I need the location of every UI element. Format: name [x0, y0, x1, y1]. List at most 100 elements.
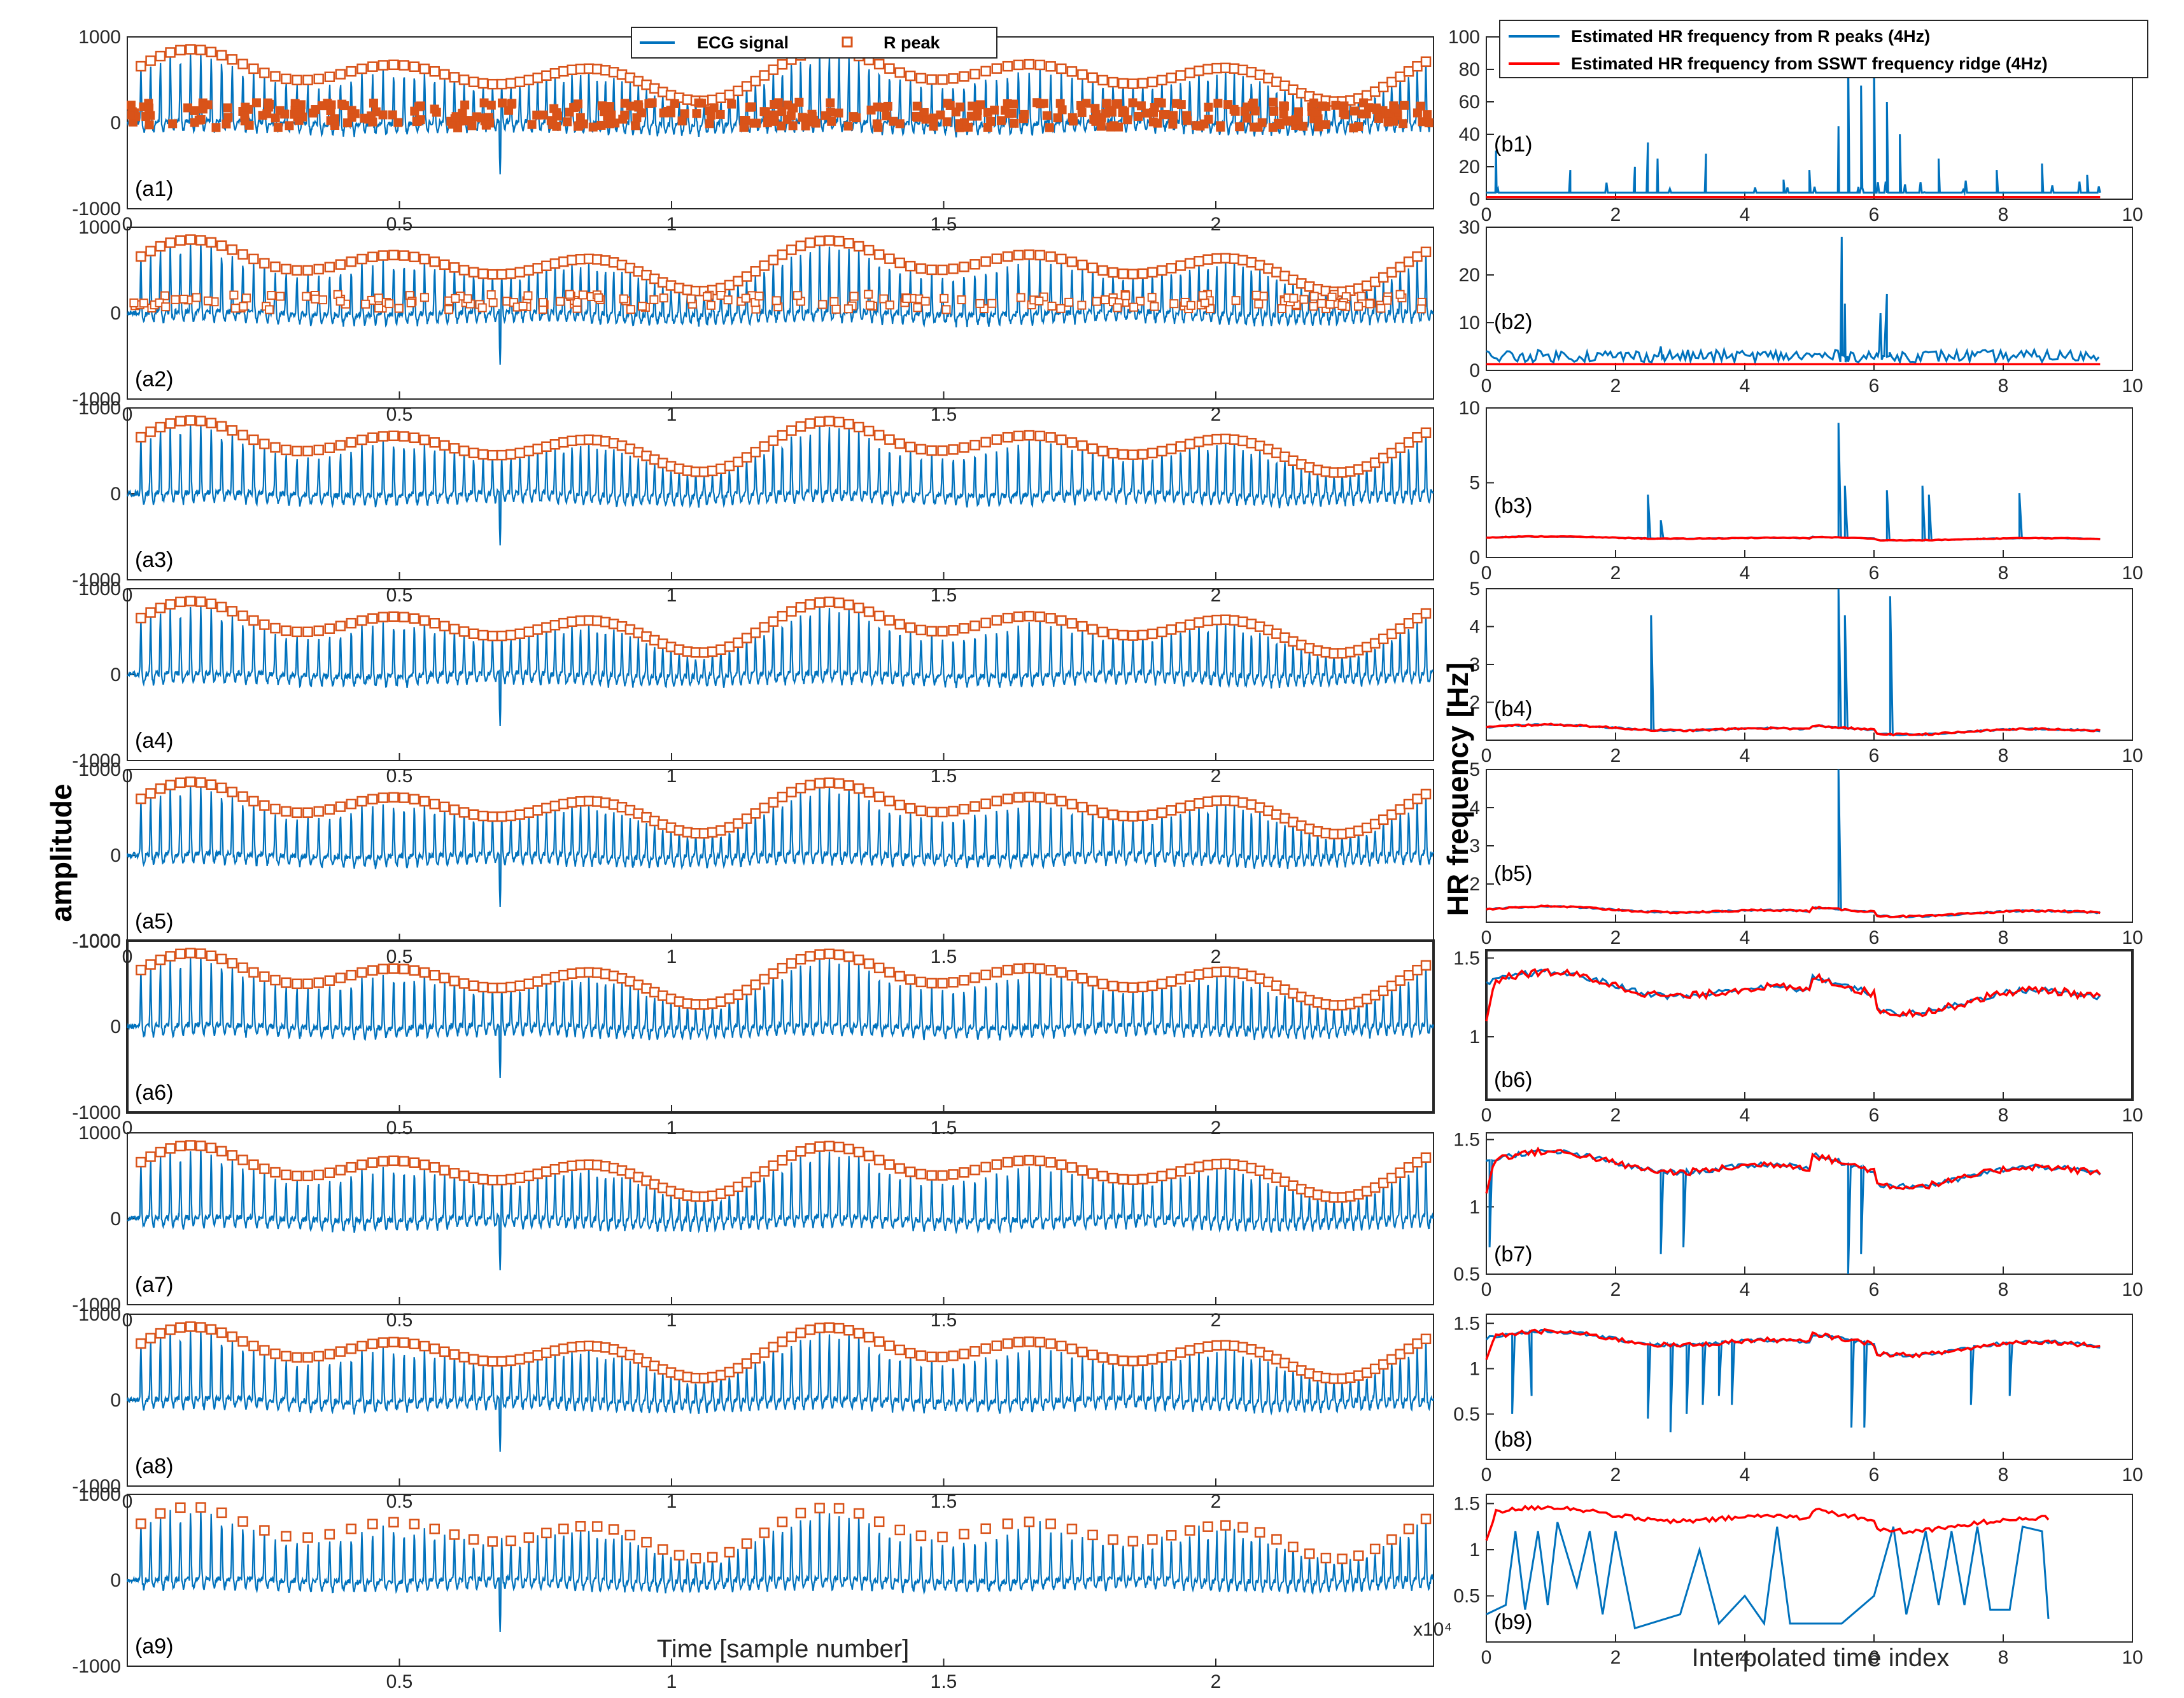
- r-peak-marker: [324, 262, 335, 272]
- r-peak-marker: [1108, 1354, 1118, 1365]
- r-peak-marker: [496, 78, 507, 90]
- r-peak-marker: [759, 622, 770, 633]
- r-peak-marker: [175, 1140, 186, 1152]
- r-peak-marker: [356, 967, 367, 978]
- spurious-peak-marker: [369, 98, 378, 108]
- r-peak-marker: [549, 258, 561, 269]
- r-peak-marker: [814, 597, 825, 608]
- r-peak-marker: [398, 964, 410, 974]
- y-tick-label: 0.5: [1453, 1586, 1480, 1607]
- spurious-peak-marker: [1129, 302, 1139, 312]
- x-tick-label: 1: [666, 1671, 677, 1692]
- r-peak-marker: [1118, 810, 1129, 822]
- r-peak-marker: [698, 1191, 710, 1202]
- spurious-peak-marker: [160, 291, 170, 300]
- x-tick-label: 6: [1869, 1647, 1880, 1668]
- r-peak-marker: [1024, 1336, 1035, 1347]
- r-peak-marker: [136, 1518, 146, 1529]
- x-tick-label: 2: [1211, 766, 1222, 787]
- spurious-peak-marker: [267, 291, 276, 300]
- r-peak-marker: [175, 45, 186, 56]
- y-tick-label: 10: [1459, 312, 1480, 333]
- r-peak-marker: [449, 624, 460, 635]
- r-peak-marker: [281, 1531, 292, 1542]
- r-peak-marker: [419, 615, 430, 626]
- r-peak-marker: [541, 260, 552, 271]
- r-peak-marker: [1420, 608, 1432, 619]
- spurious-peak-marker: [1104, 106, 1114, 115]
- r-peak-marker: [937, 445, 948, 456]
- r-peak-marker: [733, 85, 743, 97]
- r-peak-marker: [795, 240, 807, 251]
- y-tick-label: 0: [110, 1209, 121, 1230]
- spurious-peak-marker: [1009, 99, 1018, 109]
- r-peak-marker: [145, 426, 156, 437]
- r-peak-marker: [270, 622, 281, 634]
- spurious-peak-marker: [318, 295, 328, 305]
- r-peak-marker: [567, 968, 577, 979]
- spurious-peak-marker: [754, 291, 764, 301]
- r-peak-marker: [1034, 963, 1046, 974]
- r-peak-marker: [313, 1169, 324, 1181]
- r-peak-marker: [1194, 437, 1204, 447]
- r-peak-marker: [777, 59, 788, 70]
- r-peak-marker: [1403, 1524, 1414, 1534]
- r-peak-marker: [195, 777, 206, 788]
- spurious-peak-marker: [603, 111, 612, 121]
- r-peak-marker: [768, 64, 779, 75]
- r-peak-marker: [281, 625, 292, 636]
- r-peak-marker: [346, 1161, 356, 1173]
- r-peak-marker: [843, 1325, 854, 1336]
- r-peak-marker: [1138, 449, 1148, 460]
- spurious-peak-marker: [463, 294, 472, 304]
- r-peak-marker: [980, 969, 991, 981]
- r-peak-marker: [227, 54, 238, 65]
- r-peak-marker: [419, 1159, 430, 1170]
- r-peak-marker: [216, 50, 227, 61]
- r-peak-marker: [145, 607, 156, 618]
- r-peak-marker: [1412, 612, 1423, 624]
- r-peak-marker: [1056, 967, 1067, 978]
- y-tick-label: 1000: [78, 930, 121, 951]
- spurious-peak-marker: [1269, 106, 1279, 116]
- spurious-peak-marker: [1413, 108, 1422, 118]
- x-tick-label: 6: [1869, 745, 1880, 766]
- r-peak-marker: [1211, 62, 1222, 74]
- r-peak-marker: [1157, 265, 1167, 276]
- r-peak-marker: [1002, 432, 1013, 443]
- r-peak-marker: [541, 803, 552, 813]
- r-peak-marker: [237, 430, 248, 440]
- y-tick-label: 0: [110, 1016, 121, 1037]
- x-tick-label: 0: [1481, 1279, 1492, 1300]
- r-peak-marker: [741, 271, 752, 282]
- spurious-peak-marker: [1354, 302, 1363, 311]
- r-peak-marker: [863, 1331, 875, 1343]
- spurious-peak-marker: [663, 107, 672, 116]
- r-peak-marker: [155, 783, 166, 794]
- r-peak-marker: [1175, 974, 1187, 985]
- r-peak-marker: [487, 1536, 498, 1547]
- r-peak-marker: [1013, 963, 1024, 974]
- spurious-peak-marker: [1309, 98, 1318, 108]
- r-peak-marker: [1211, 966, 1222, 978]
- r-peak-marker: [1353, 1550, 1364, 1561]
- r-peak-marker: [227, 958, 238, 969]
- r-peak-marker: [206, 237, 217, 248]
- r-peak-marker: [1246, 1344, 1257, 1355]
- panel-label-a9: (a9): [135, 1634, 173, 1659]
- r-peak-marker: [1056, 615, 1067, 626]
- r-peak-marker: [1138, 268, 1148, 279]
- sswt-hr-line-b6: [1485, 967, 2101, 1021]
- r-peak-marker: [1045, 1157, 1056, 1168]
- panel-b6: 1.510 2 4 6 8 10(b6): [1453, 948, 2143, 1126]
- r-peak-marker: [991, 63, 1003, 74]
- r-peak-marker: [165, 1324, 176, 1335]
- x-tick-label: 4: [1740, 375, 1751, 396]
- y-tick-label: 80: [1459, 59, 1480, 80]
- r-peak-marker: [449, 72, 460, 83]
- r-peak-marker: [496, 269, 507, 280]
- r-peak-marker: [324, 623, 335, 634]
- r-peak-marker: [541, 622, 552, 633]
- x-tick-label: 0.5: [386, 766, 413, 787]
- r-peak-marker: [165, 780, 176, 790]
